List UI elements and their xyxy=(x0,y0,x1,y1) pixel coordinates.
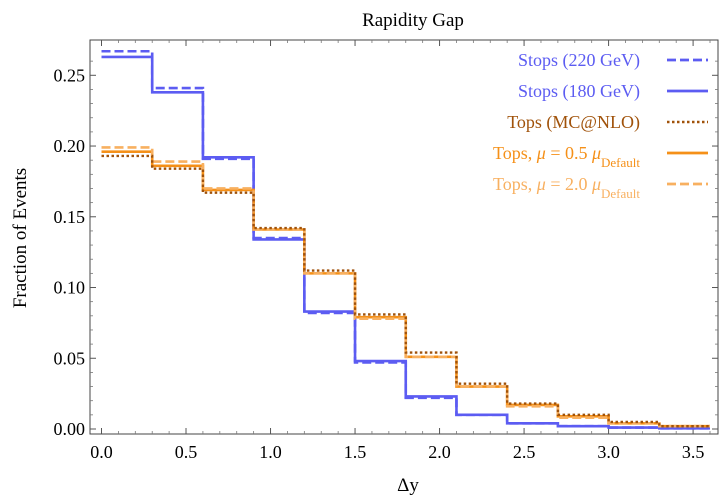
y-axis-label: Fraction of Events xyxy=(10,168,31,308)
legend-subscript: Default xyxy=(601,186,640,201)
legend: Stops (220 GeV) Stops (180 GeV) Tops (MC@N… xyxy=(493,50,708,201)
series-line-0 xyxy=(101,49,710,430)
y-tick-label: 0.10 xyxy=(54,278,86,298)
legend-label-0: Stops (220 GeV) xyxy=(518,50,640,71)
x-tick-label: 2.0 xyxy=(428,442,451,462)
y-tick-label: 0.25 xyxy=(54,65,86,85)
y-tick-label: 0.20 xyxy=(54,136,86,156)
legend-label-1: Stops (180 GeV) xyxy=(518,81,640,102)
x-tick-label: 1.5 xyxy=(344,442,367,462)
legend-label-3: Tops, μ = 0.5 μDefault xyxy=(493,143,640,170)
legend-mu: μ xyxy=(591,174,601,194)
plot-frame xyxy=(89,39,719,435)
legend-subscript: Default xyxy=(601,155,640,170)
x-tick-label: 0.5 xyxy=(175,442,198,462)
x-tick-label: 1.0 xyxy=(259,442,282,462)
legend-text: Tops, xyxy=(493,174,537,194)
legend-label-2: Tops (MC@NLO) xyxy=(507,112,640,133)
x-tick-label: 3.5 xyxy=(682,442,705,462)
y-tick-label: 0.00 xyxy=(54,419,86,439)
y-tick-label: 0.15 xyxy=(54,207,86,227)
x-tick-label: 3.0 xyxy=(597,442,620,462)
legend-mu: μ xyxy=(536,143,546,163)
x-axis-label: Δy xyxy=(397,475,419,496)
x-tick-label: 0.0 xyxy=(90,442,113,462)
legend-mu: μ xyxy=(536,174,546,194)
plot-axes: 0.0 0.5 1.0 1.5 2.0 2.5 3.0 3.5 0.00 0.05 0.10 0.15… xyxy=(54,39,719,462)
legend-value: = 0.5 xyxy=(546,143,592,163)
legend-value: = 2.0 xyxy=(546,174,592,194)
series-line-2 xyxy=(101,154,710,428)
x-tick-label: 2.5 xyxy=(513,442,536,462)
legend-mu: μ xyxy=(591,143,601,163)
series-layer xyxy=(101,49,710,430)
legend-label-4: Tops, μ = 2.0 μDefault xyxy=(493,174,640,201)
legend-text: Tops, xyxy=(493,143,537,163)
chart-title: Rapidity Gap xyxy=(362,10,464,31)
y-tick-label: 0.05 xyxy=(54,348,86,368)
